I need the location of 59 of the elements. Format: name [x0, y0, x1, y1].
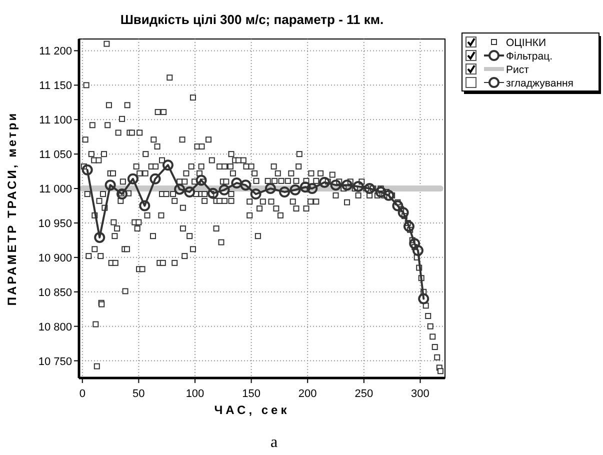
point: [116, 188, 128, 200]
x-tick-label: 100: [186, 388, 204, 400]
chart-title: Швидкість цілі 300 м/с; параметр - 11 км.: [120, 12, 384, 27]
y-tick-label: 11 150: [39, 80, 72, 92]
point: [174, 184, 186, 195]
y-tick-label: 11 050: [39, 149, 72, 162]
point: [196, 174, 207, 186]
point: [218, 184, 230, 196]
point: [104, 180, 116, 191]
point: [392, 200, 404, 212]
x-tick-label: 0: [79, 388, 86, 400]
legend-label: Рист: [506, 64, 530, 76]
x-tick-label: 150: [242, 388, 260, 400]
point: [208, 188, 219, 199]
point: [412, 245, 424, 256]
point: [94, 232, 106, 243]
point: [383, 190, 394, 201]
y-tick-label: 10 850: [38, 286, 72, 299]
y-tick-label: 10 800: [38, 321, 72, 334]
y-tick-label: 11 200: [39, 46, 72, 58]
y-tick-label: 10 750: [38, 356, 72, 368]
point: [139, 200, 150, 212]
point: [409, 238, 420, 250]
point: [279, 186, 290, 198]
point: [330, 180, 342, 191]
point: [150, 173, 161, 184]
point: [290, 184, 301, 196]
point: [184, 186, 196, 198]
point: [127, 173, 138, 184]
x-axis-title: ЧАС, сек: [214, 403, 290, 417]
y-tick-label: 10 900: [38, 252, 72, 264]
y-tick-label: 11 100: [39, 114, 72, 127]
point: [231, 178, 242, 189]
point: [403, 220, 414, 232]
point: [398, 207, 409, 218]
text: а: [270, 434, 278, 451]
point: [364, 183, 376, 194]
legend-label: ОЦІНКИ: [506, 37, 546, 49]
point: [418, 293, 430, 304]
point: [264, 183, 276, 194]
y-axis-title: ПАРАМЕТР ТРАСИ, метри: [5, 111, 19, 306]
point: [82, 164, 93, 176]
point: [250, 188, 262, 200]
legend-label: Фільтрац.: [506, 50, 553, 62]
y-tick-label: 10 950: [38, 218, 72, 230]
point: [300, 182, 311, 193]
point: [240, 180, 252, 191]
point: [342, 180, 353, 191]
point: [375, 186, 386, 198]
x-tick-label: 200: [298, 388, 317, 400]
y-tick-label: 11 000: [39, 184, 72, 196]
x-tick-label: 250: [354, 388, 374, 400]
point: [306, 183, 318, 194]
x-tick-label: 50: [132, 388, 145, 400]
point: [319, 176, 330, 188]
legend-label: згладжування: [506, 78, 574, 90]
point: [162, 160, 174, 171]
x-tick-label: 300: [411, 388, 430, 400]
point: [352, 180, 364, 192]
